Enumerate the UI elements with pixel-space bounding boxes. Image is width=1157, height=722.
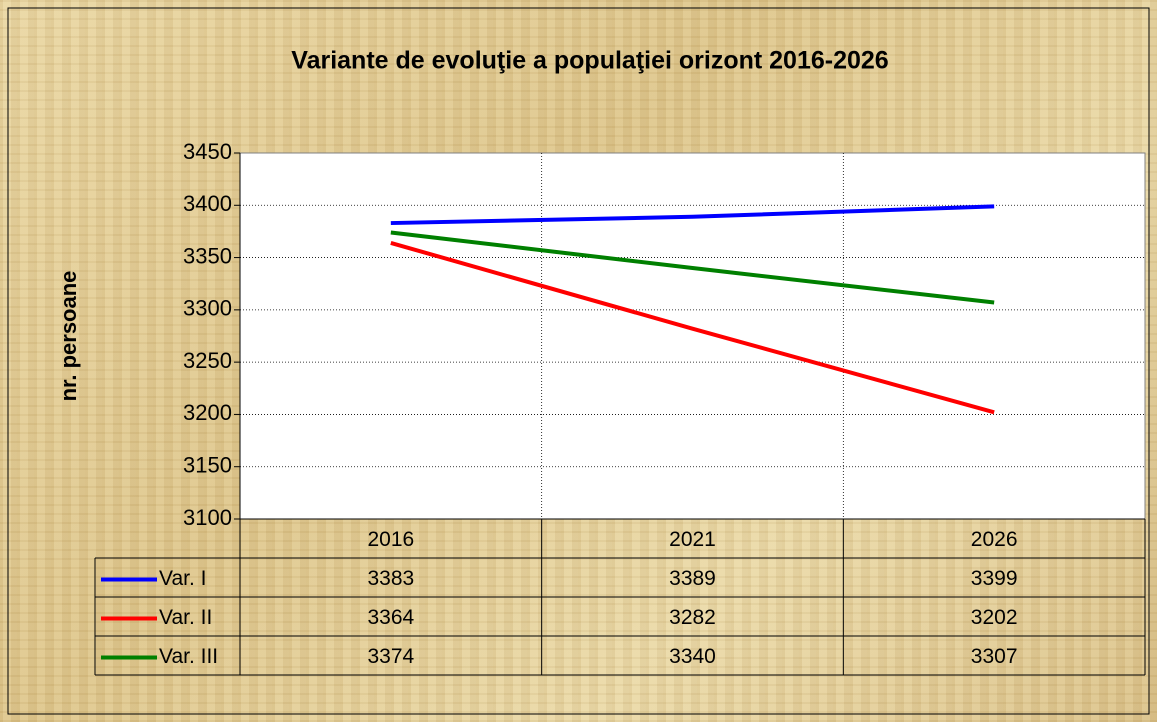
x-tick-label: 2021 <box>669 528 716 551</box>
y-tick-label: 3250 <box>183 348 232 373</box>
table-value: 3340 <box>669 645 716 668</box>
y-tick-label: 3300 <box>183 296 232 321</box>
y-tick-label: 3450 <box>183 139 232 164</box>
series-line <box>390 230 995 305</box>
table-value: 3389 <box>669 567 716 590</box>
y-tick-label: 3400 <box>183 191 232 216</box>
x-tick-label: 2026 <box>971 528 1018 551</box>
table-value: 3399 <box>971 567 1018 590</box>
legend-label: Var. II <box>159 606 212 629</box>
table-value: 3282 <box>669 606 716 629</box>
table-value: 3374 <box>367 645 414 668</box>
y-tick-label: 3150 <box>183 453 232 478</box>
plot-area <box>239 152 1146 520</box>
y-tick-label: 3350 <box>183 243 232 268</box>
table-value: 3202 <box>971 606 1018 629</box>
legend-label: Var. I <box>159 567 206 590</box>
table-value: 3364 <box>367 606 414 629</box>
chart-title: Variante de evoluţie a populaţiei orizon… <box>291 47 888 75</box>
series-line <box>390 204 995 226</box>
legend-label: Var. III <box>159 645 218 668</box>
y-axis-label: nr. persoane <box>56 271 81 402</box>
table-value: 3307 <box>971 645 1018 668</box>
y-tick-label: 3200 <box>183 400 232 425</box>
table-value: 3383 <box>367 567 414 590</box>
series-line <box>390 241 995 415</box>
y-tick-label: 3100 <box>183 505 232 530</box>
x-tick-label: 2016 <box>367 528 414 551</box>
chart-border <box>7 7 1150 715</box>
